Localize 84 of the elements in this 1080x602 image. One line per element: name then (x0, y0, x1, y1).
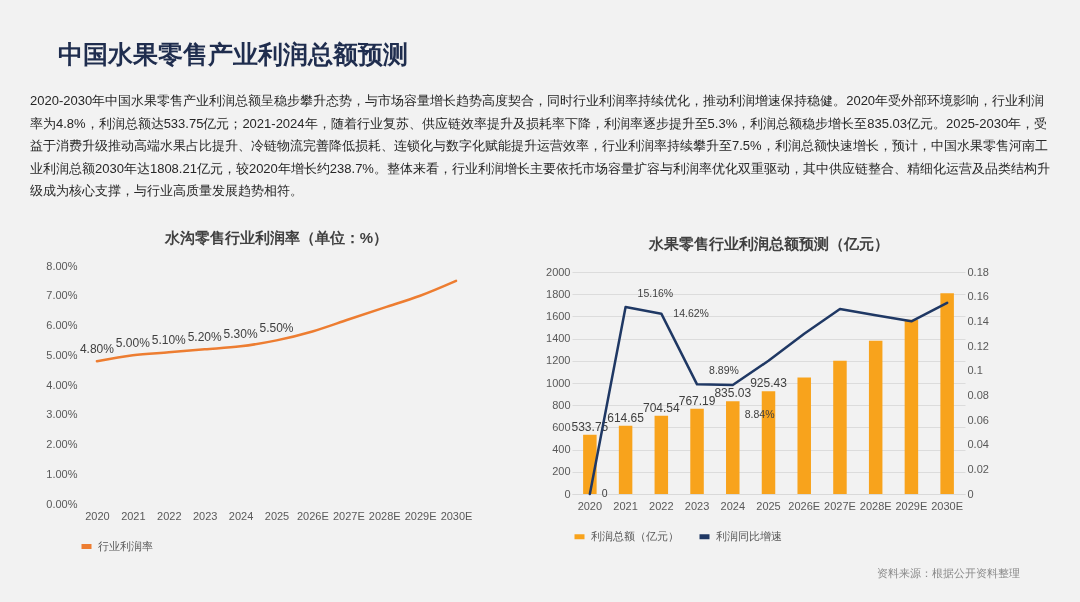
x-tick-label: 2023 (192, 509, 218, 522)
y-tick-label: 400 (552, 443, 571, 456)
x-tick-label: 2022 (157, 509, 182, 522)
y-tick-label: 8.00% (46, 259, 78, 272)
y-tick-label: 4.00% (46, 378, 78, 391)
data-label: 0 (601, 487, 608, 499)
y2-tick-label: 0 (967, 487, 974, 500)
text: 2020-2030年中国水果零售产业利润总额呈稳步攀升态势，与市场容量增长趋势高度契合，同时行业利润率持续优化，推动利润增速保持稳健。2020年受外部环境影响，行业利润率为4.8%，利润总额达533.75亿元；2021-2024年，随着行业复苏、供应链效率提升及损耗率下降，利润率逐步提升至5.3%，利润总额稳步增长至835.03亿元。2025-2030年，受益于消费升级推动高端水果占比提升、冷链物流完善降低损耗、连锁化与数字化赋能提升运营效率，行业利润率持续攀升至7.5%，利润总额快速增长，预计，中国水果零售河南工业利润总额2030年达1808.21亿元，较2020年增长约238.7%。整体来看，行业利润增长主要依托市场容量扩容与利润率优化双重驱动，其中供应链整合、精细化运营及品类结构升级成为核心支撑，与行业高质量发展趋势相符。 (30, 92, 1051, 201)
x-tick-label: 2024 (228, 509, 254, 522)
y-tick-label: 1600 (546, 309, 571, 322)
y-tick-label: 2000 (546, 265, 571, 278)
text: 资料来源：根据公开资料整理 (877, 566, 1020, 581)
y-tick-label: 1.00% (46, 467, 78, 480)
legend-label: 利润同比增速 (716, 529, 782, 542)
y-tick-label: 800 (552, 398, 571, 411)
y-tick-label: 600 (552, 420, 571, 433)
x-tick-label: 2028E (368, 509, 401, 522)
y-tick-label: 1800 (546, 287, 571, 300)
data-label: 835.03 (714, 386, 752, 401)
y-tick-label: 1400 (546, 332, 571, 345)
x-tick-label: 2029E (404, 509, 437, 522)
y2-tick-label: 0.14 (967, 314, 989, 327)
data-label: 15.16% (637, 287, 674, 300)
x-tick-label: 2025 (756, 499, 781, 512)
y-tick-label: 200 (552, 465, 571, 478)
y2-tick-label: 0.16 (967, 290, 989, 303)
data-label: 5.10% (151, 333, 187, 348)
data-label: 614.65 (607, 410, 645, 425)
x-tick-label: 2030E (440, 509, 473, 522)
y-tick-label: 0.00% (46, 497, 78, 510)
x-tick-label: 2024 (720, 499, 746, 512)
y-tick-label: 6.00% (46, 319, 78, 331)
y-tick-label: 1200 (546, 354, 571, 367)
y2-tick-label: 0.04 (967, 438, 989, 451)
bar (940, 293, 954, 494)
data-label: 5.00% (115, 336, 151, 351)
chart-title: 水果零售行业利润总额预测（亿元） (647, 235, 889, 252)
x-tick-label: 2030E (931, 499, 964, 512)
x-tick-label: 2020 (577, 499, 603, 512)
y-tick-label: 7.00% (46, 289, 78, 302)
text: 中国水果零售产业利润总额预测 (58, 39, 408, 70)
x-tick-label: 2020 (85, 509, 110, 522)
data-label: 8.89% (709, 364, 739, 377)
legend-label: 行业利润率 (98, 539, 153, 552)
data-label: 4.80% (79, 342, 115, 357)
bar (690, 408, 704, 494)
x-tick-label: 2026E (297, 509, 329, 522)
data-label: 704.54 (642, 400, 680, 415)
x-tick-label: 2023 (684, 499, 710, 512)
y2-tick-label: 0.02 (967, 462, 989, 475)
y2-tick-label: 0.08 (967, 388, 989, 401)
legend-label: 利润总额（亿元） (591, 529, 679, 542)
y-tick-label: 2.00% (46, 438, 78, 450)
x-tick-label: 2029E (895, 499, 928, 512)
x-tick-label: 2021 (121, 509, 146, 522)
y-tick-label: 1000 (546, 376, 571, 389)
y-tick-label: 5.00% (46, 348, 78, 361)
bar (654, 415, 669, 494)
bar (868, 340, 883, 494)
y2-tick-label: 0.1 (967, 364, 983, 377)
data-label: 14.62% (673, 306, 709, 319)
y2-tick-label: 0.06 (967, 413, 989, 426)
bar (833, 360, 847, 494)
data-label: 5.20% (187, 330, 223, 345)
x-tick-label: 2026E (788, 499, 821, 512)
x-tick-label: 2025 (264, 509, 290, 522)
y2-tick-label: 0.12 (967, 339, 989, 352)
chart-title: 水沟零售行业利润率（单位：%） (163, 229, 389, 246)
bar (618, 425, 633, 494)
data-label: 5.50% (259, 321, 294, 336)
data-label: 767.19 (678, 393, 716, 408)
x-tick-label: 2027E (332, 509, 365, 522)
x-tick-label: 2021 (613, 499, 638, 512)
bar (726, 401, 740, 494)
x-tick-label: 2027E (824, 499, 856, 512)
y-tick-label: 0 (564, 487, 571, 500)
bar (904, 319, 919, 494)
x-tick-label: 2022 (649, 499, 674, 512)
bar (797, 377, 811, 494)
x-tick-label: 2028E (859, 499, 892, 512)
data-label: 5.30% (223, 327, 258, 342)
y-tick-label: 3.00% (46, 408, 78, 421)
y2-tick-label: 0.18 (967, 265, 989, 278)
data-label: 925.43 (750, 376, 788, 391)
